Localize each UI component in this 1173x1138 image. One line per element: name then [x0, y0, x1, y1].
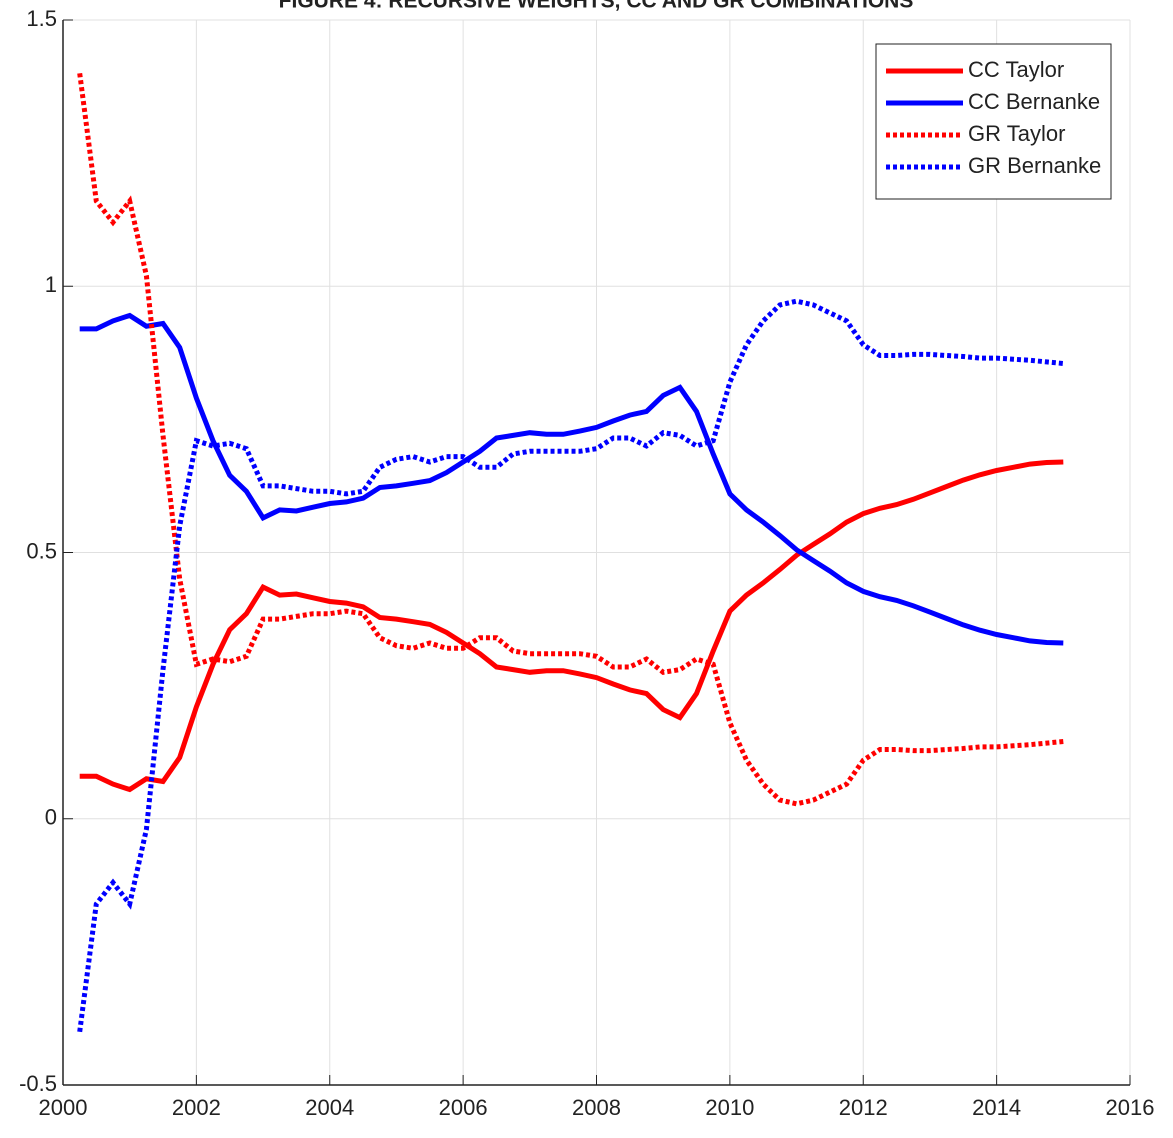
- series-line: [79, 312, 1064, 646]
- legend-label: CC Bernanke: [968, 89, 1100, 114]
- x-tick-label: 2000: [39, 1095, 88, 1120]
- x-tick-label: 2016: [1106, 1095, 1155, 1120]
- legend-label: GR Taylor: [968, 121, 1065, 146]
- x-tick-label: 2014: [972, 1095, 1021, 1120]
- series-line: [77, 298, 1064, 1033]
- y-tick-label: -0.5: [19, 1071, 57, 1096]
- legend-label: GR Bernanke: [968, 153, 1101, 178]
- x-tick-label: 2004: [305, 1095, 354, 1120]
- legend-label: CC Taylor: [968, 57, 1064, 82]
- y-tick-label: 1: [45, 272, 57, 297]
- y-tick-label: 0: [45, 805, 57, 830]
- y-tick-label: 0.5: [26, 538, 57, 563]
- x-tick-label: 2008: [572, 1095, 621, 1120]
- x-tick-label: 2012: [839, 1095, 888, 1120]
- series-line: [77, 72, 1064, 807]
- x-tick-label: 2002: [172, 1095, 221, 1120]
- chart-title: FIGURE 4: RECURSIVE WEIGHTS, CC AND GR C…: [279, 0, 914, 13]
- y-tick-label: 1.5: [26, 6, 57, 31]
- x-tick-label: 2006: [439, 1095, 488, 1120]
- x-tick-label: 2010: [705, 1095, 754, 1120]
- series-line: [79, 459, 1064, 793]
